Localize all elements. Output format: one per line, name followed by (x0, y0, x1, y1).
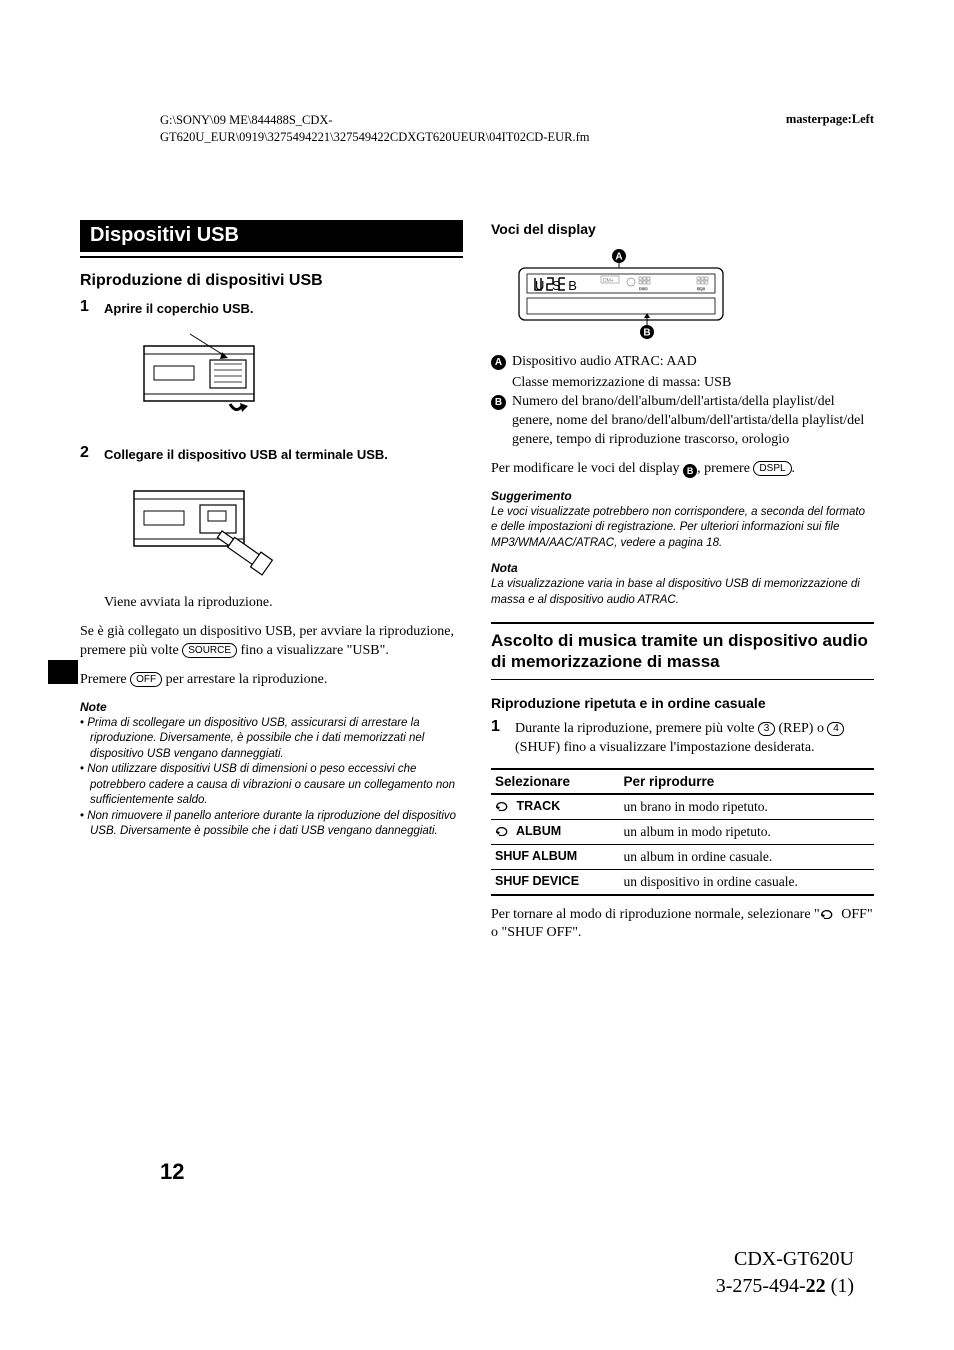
right-step-text-1: Durante la riproduzione, premere più vol… (515, 718, 874, 758)
page-number: 12 (160, 1159, 184, 1185)
step-2: 2 Collegare il dispositivo USB al termin… (80, 444, 463, 464)
repeat-icon (820, 909, 834, 919)
legend-a: A Dispositivo audio ATRAC: AAD (491, 353, 874, 372)
illustration-open-cover (140, 326, 270, 426)
notes-heading: Note (80, 700, 463, 714)
mode-desc-cell: un album in modo ripetuto. (619, 819, 874, 844)
note-item: Non utilizzare dispositivi USB di dimens… (80, 762, 463, 809)
circle-a-icon: A (491, 355, 506, 370)
display-illustration: A U S B DM+ DSO (511, 248, 731, 340)
table-header-select: Selezionare (491, 769, 619, 794)
header-masterpage: masterpage:Left (786, 112, 874, 127)
nota-text: La visualizzazione varia in base al disp… (491, 577, 874, 608)
side-tab (48, 660, 78, 684)
stop-text: Premere OFF per arrestare la riproduzion… (80, 671, 463, 690)
right-step-num-1: 1 (491, 718, 505, 758)
left-column: Dispositivi USB Riproduzione di disposit… (80, 220, 463, 953)
legend-a-sub: Classe memorizzazione di massa: USB (512, 374, 874, 393)
display-legend: A Dispositivo audio ATRAC: AAD Classe me… (491, 353, 874, 449)
footer-model: CDX-GT620U (716, 1246, 854, 1273)
note-item: Prima di scollegare un dispositivo USB, … (80, 716, 463, 763)
mode-name-cell: SHUF DEVICE (491, 869, 619, 895)
mode-desc-cell: un dispositivo in ordine casuale. (619, 869, 874, 895)
table-row: SHUF DEVICEun dispositivo in ordine casu… (491, 869, 874, 895)
step-num-2: 2 (80, 444, 94, 464)
off-button-label: OFF (130, 672, 162, 687)
return-normal-text: Per tornare al modo di riproduzione norm… (491, 906, 874, 944)
mass-storage-heading: Ascolto di musica tramite un dispositivo… (491, 622, 874, 680)
svg-text:EQ3: EQ3 (697, 286, 706, 291)
table-row: SHUF ALBUMun album in ordine casuale. (491, 844, 874, 869)
step-num-1: 1 (80, 298, 94, 318)
illustration-connect-usb (130, 471, 280, 576)
legend-b: B Numero del brano/dell'album/dell'artis… (491, 393, 874, 450)
svg-text:B: B (643, 328, 650, 339)
mode-name-cell: TRACK (491, 794, 619, 820)
legend-b-text: Numero del brano/dell'album/dell'artista… (512, 393, 874, 450)
step-text-2: Collegare il dispositivo USB al terminal… (104, 444, 388, 464)
step-text-1: Aprire il coperchio USB. (104, 298, 254, 318)
playback-started-text: Viene avviata la riproduzione. (104, 594, 463, 613)
table-header-play: Per riprodurre (619, 769, 874, 794)
modify-display-text: Per modificare le voci del display B, pr… (491, 460, 874, 479)
svg-text:A: A (615, 252, 622, 263)
svg-text:DM+: DM+ (603, 278, 614, 284)
right-column: Voci del display A U S B DM+ (491, 220, 874, 953)
notes-list: Prima di scollegare un dispositivo USB, … (80, 716, 463, 840)
mode-name-cell: ALBUM (491, 819, 619, 844)
section-title: Dispositivi USB (80, 220, 463, 252)
mode-name-cell: SHUF ALBUM (491, 844, 619, 869)
table-row: TRACKun brano in modo ripetuto. (491, 794, 874, 820)
nota-heading: Nota (491, 561, 874, 575)
footer: CDX-GT620U 3-275-494-22 (1) (716, 1246, 854, 1300)
suggestion-text: Le voci visualizzate potrebbero non corr… (491, 505, 874, 552)
footer-doc: 3-275-494-22 (1) (716, 1273, 854, 1300)
repeat-shuffle-heading: Riproduzione ripetuta e in ordine casual… (491, 694, 874, 712)
mode-desc-cell: un album in ordine casuale. (619, 844, 874, 869)
source-button-label: SOURCE (182, 643, 237, 658)
suggestion-heading: Suggerimento (491, 489, 874, 503)
step-1: 1 Aprire il coperchio USB. (80, 298, 463, 318)
dspl-button-label: DSPL (753, 461, 791, 476)
button-4-icon: 4 (827, 722, 844, 736)
modes-table: Selezionare Per riprodurre TRACKun brano… (491, 768, 874, 896)
right-step-1: 1 Durante la riproduzione, premere più v… (491, 718, 874, 758)
note-item: Non rimuovere il panello anteriore duran… (80, 809, 463, 840)
table-row: ALBUMun album in modo ripetuto. (491, 819, 874, 844)
circle-b-inline-icon: B (683, 464, 697, 478)
legend-a-text: Dispositivo audio ATRAC: AAD (512, 353, 874, 372)
display-items-heading: Voci del display (491, 220, 874, 238)
section-underline (80, 256, 463, 258)
header-path: G:\SONY\09 ME\844488S_CDX- GT620U_EUR\09… (160, 112, 590, 146)
mode-desc-cell: un brano in modo ripetuto. (619, 794, 874, 820)
circle-b-icon: B (491, 395, 506, 410)
already-connected-text: Se è già collegato un dispositivo USB, p… (80, 623, 463, 661)
svg-text:DSO: DSO (639, 286, 648, 291)
button-3-icon: 3 (758, 722, 775, 736)
subheading-playback: Riproduzione di dispositivi USB (80, 272, 463, 290)
